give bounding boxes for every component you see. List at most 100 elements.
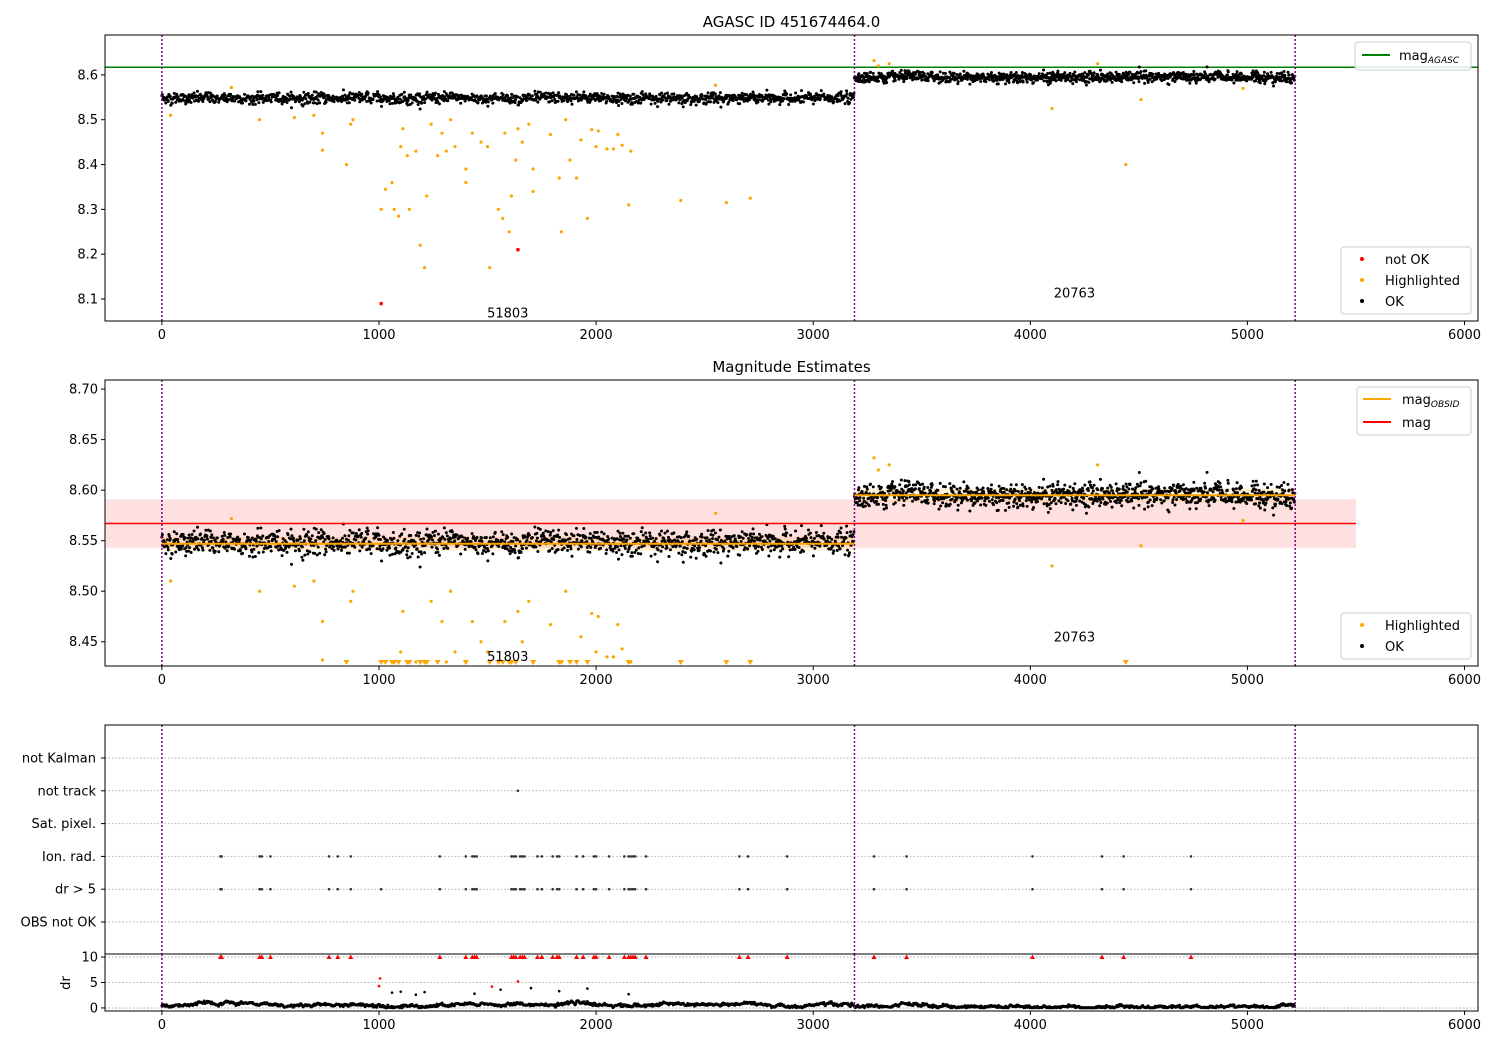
ok-point	[1057, 499, 1061, 503]
ok-point	[845, 524, 849, 528]
ok-point	[1053, 497, 1057, 501]
legend-not_ok-marker	[1360, 257, 1364, 261]
ok-point	[938, 481, 942, 485]
ok-point	[466, 536, 470, 540]
ok-point	[789, 93, 793, 97]
ok-point	[256, 90, 260, 94]
ok-point	[569, 547, 573, 551]
ok-point	[905, 496, 909, 500]
highlighted-point	[503, 619, 507, 624]
highlighted-point	[574, 176, 579, 180]
highlighted-point	[401, 609, 405, 614]
ok-point	[812, 536, 816, 540]
ok-point	[677, 101, 681, 105]
ok-point	[995, 501, 999, 505]
highlighted-point	[444, 660, 448, 664]
ok-point	[292, 539, 296, 543]
ok-point	[619, 98, 623, 102]
ok-point	[1143, 81, 1147, 85]
ok-point	[255, 98, 259, 102]
chart-title-1: AGASC ID 451674464.0	[703, 13, 881, 31]
ok-point	[836, 535, 840, 539]
ok-point	[222, 530, 226, 534]
ok-point	[797, 545, 801, 549]
ok-point	[916, 497, 920, 501]
ok-point	[315, 553, 319, 557]
ok-point	[588, 532, 592, 536]
ok-point	[1105, 501, 1109, 505]
ok-point	[408, 555, 412, 559]
panel-1-x-tick-label: 0	[158, 328, 166, 343]
ok-point	[956, 503, 960, 507]
ok-point	[1024, 499, 1028, 503]
ok-point	[668, 548, 672, 552]
highlighted-point	[479, 640, 483, 644]
ok-point	[578, 93, 582, 97]
ok-point	[1172, 484, 1176, 488]
ok-point	[343, 545, 347, 549]
ok-point	[548, 100, 552, 104]
ok-point	[541, 531, 545, 535]
ok-point	[506, 535, 510, 539]
ok-point	[172, 91, 176, 95]
ok-point	[615, 101, 619, 105]
ok-point	[402, 90, 406, 94]
ok-point	[388, 102, 392, 106]
ok-point	[259, 537, 263, 541]
ok-point	[403, 537, 407, 541]
ok-point	[584, 535, 588, 539]
highlighted-point	[392, 207, 396, 211]
ok-point	[966, 486, 970, 490]
ok-point	[789, 533, 793, 537]
ok-point	[1125, 490, 1129, 494]
ok-point	[604, 551, 608, 555]
ok-point	[1148, 498, 1152, 502]
ok-point	[430, 538, 434, 542]
panel-1-y-tick-label: 8.1	[77, 293, 98, 308]
ok-point	[276, 94, 280, 98]
ok-point	[644, 531, 648, 535]
ok-point	[476, 101, 480, 105]
ok-point	[416, 103, 420, 107]
ok-point	[1025, 80, 1029, 84]
ok-point	[769, 97, 773, 101]
ok-point	[246, 536, 250, 540]
ok-point	[253, 554, 257, 558]
ok-point	[611, 549, 615, 553]
ok-point	[418, 565, 422, 569]
ok-point	[665, 91, 669, 95]
ok-point	[1009, 487, 1013, 491]
ok-point	[453, 539, 457, 543]
ok-point	[680, 553, 684, 557]
ok-point	[404, 97, 408, 101]
ok-point	[339, 548, 343, 552]
ok-point	[1100, 487, 1104, 491]
ok-point	[1032, 505, 1036, 509]
ok-point	[366, 529, 370, 533]
ok-point	[353, 98, 357, 102]
ok-point	[1068, 71, 1072, 75]
ok-point	[848, 551, 852, 555]
ok-point	[524, 99, 528, 103]
ok-point	[364, 94, 368, 98]
ok-point	[1067, 489, 1071, 493]
ok-point	[595, 92, 599, 96]
ok-point	[984, 503, 988, 507]
ok-point	[1042, 502, 1046, 506]
ok-point	[1126, 496, 1130, 500]
highlighted-point	[620, 647, 624, 651]
ok-point	[750, 535, 754, 539]
ok-point	[932, 502, 936, 506]
ok-point	[410, 101, 414, 105]
ok-point	[480, 539, 484, 543]
ok-point	[641, 93, 645, 97]
ok-point	[1137, 470, 1141, 474]
ok-point	[488, 536, 492, 540]
ok-point	[911, 499, 915, 503]
highlighted-point	[516, 127, 520, 131]
ok-point	[843, 102, 847, 106]
ok-point	[1285, 80, 1289, 84]
ok-point	[898, 483, 902, 487]
ok-point	[951, 490, 955, 494]
ok-point	[170, 552, 174, 556]
